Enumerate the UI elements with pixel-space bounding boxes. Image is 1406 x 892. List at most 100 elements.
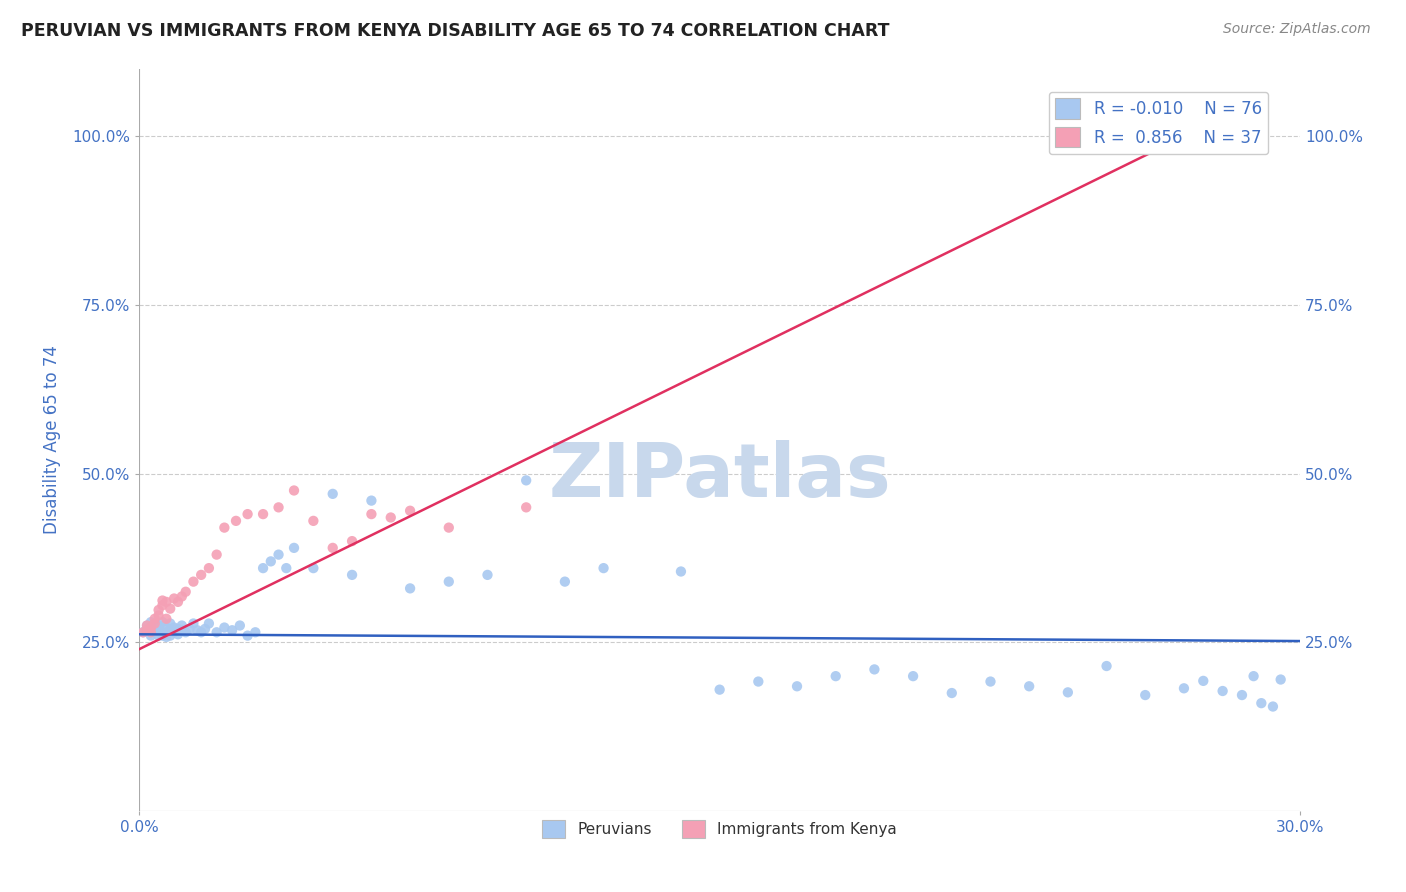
Point	[592, 561, 614, 575]
Point	[148, 618, 170, 632]
Point	[1018, 679, 1040, 693]
Point	[167, 595, 190, 609]
Point	[221, 624, 243, 638]
Point	[245, 625, 267, 640]
Point	[152, 615, 174, 629]
Point	[979, 674, 1001, 689]
Point	[155, 595, 177, 609]
Point	[824, 669, 846, 683]
Point	[167, 627, 190, 641]
Point	[214, 621, 236, 635]
Point	[267, 500, 290, 515]
Point	[901, 669, 924, 683]
Point	[183, 574, 205, 589]
Point	[132, 625, 155, 640]
Point	[163, 621, 186, 635]
Point	[1057, 685, 1080, 699]
Point	[1192, 673, 1215, 688]
Y-axis label: Disability Age 65 to 74: Disability Age 65 to 74	[44, 345, 60, 534]
Text: PERUVIAN VS IMMIGRANTS FROM KENYA DISABILITY AGE 65 TO 74 CORRELATION CHART: PERUVIAN VS IMMIGRANTS FROM KENYA DISABI…	[21, 22, 890, 40]
Point	[554, 574, 576, 589]
Point	[214, 521, 236, 535]
Point	[283, 541, 305, 555]
Point	[360, 493, 382, 508]
Point	[170, 624, 193, 638]
Point	[302, 561, 325, 575]
Point	[155, 625, 177, 640]
Point	[136, 618, 159, 632]
Point	[399, 504, 422, 518]
Point	[515, 474, 537, 488]
Point	[380, 510, 402, 524]
Point	[252, 561, 274, 575]
Point	[194, 622, 217, 636]
Point	[139, 629, 162, 643]
Point	[148, 625, 170, 640]
Point	[152, 593, 174, 607]
Point	[179, 622, 201, 636]
Point	[152, 625, 174, 640]
Point	[340, 567, 363, 582]
Point	[283, 483, 305, 498]
Point	[174, 625, 197, 640]
Point	[267, 548, 290, 562]
Legend: Peruvians, Immigrants from Kenya: Peruvians, Immigrants from Kenya	[536, 814, 903, 845]
Point	[167, 622, 190, 636]
Point	[139, 615, 162, 629]
Point	[515, 500, 537, 515]
Point	[340, 534, 363, 549]
Point	[229, 618, 252, 632]
Point	[163, 591, 186, 606]
Point	[136, 622, 159, 636]
Point	[136, 618, 159, 632]
Point	[1243, 669, 1265, 683]
Point	[1212, 684, 1234, 698]
Point	[139, 621, 162, 635]
Point	[152, 599, 174, 613]
Point	[155, 630, 177, 644]
Point	[139, 625, 162, 640]
Point	[399, 582, 422, 596]
Point	[186, 624, 208, 638]
Point	[225, 514, 247, 528]
Point	[143, 625, 166, 640]
Point	[136, 624, 159, 638]
Point	[170, 590, 193, 604]
Point	[132, 625, 155, 640]
Point	[669, 565, 692, 579]
Point	[437, 521, 460, 535]
Point	[174, 584, 197, 599]
Point	[786, 679, 808, 693]
Point	[155, 621, 177, 635]
Point	[360, 507, 382, 521]
Point	[1095, 659, 1118, 673]
Point	[148, 629, 170, 643]
Point	[236, 629, 259, 643]
Point	[143, 616, 166, 631]
Point	[159, 601, 181, 615]
Point	[1250, 696, 1272, 710]
Text: ZIPatlas: ZIPatlas	[548, 441, 891, 514]
Point	[236, 507, 259, 521]
Point	[477, 567, 499, 582]
Point	[155, 612, 177, 626]
Text: Source: ZipAtlas.com: Source: ZipAtlas.com	[1223, 22, 1371, 37]
Point	[143, 622, 166, 636]
Point	[1173, 681, 1195, 696]
Point	[709, 682, 731, 697]
Point	[1261, 699, 1284, 714]
Point	[205, 625, 228, 640]
Point	[1173, 129, 1195, 144]
Point	[148, 622, 170, 636]
Point	[152, 629, 174, 643]
Point	[252, 507, 274, 521]
Point	[198, 616, 221, 631]
Point	[276, 561, 298, 575]
Point	[148, 603, 170, 617]
Point	[170, 618, 193, 632]
Point	[205, 548, 228, 562]
Point	[260, 554, 283, 568]
Point	[322, 487, 344, 501]
Point	[747, 674, 769, 689]
Point	[163, 625, 186, 640]
